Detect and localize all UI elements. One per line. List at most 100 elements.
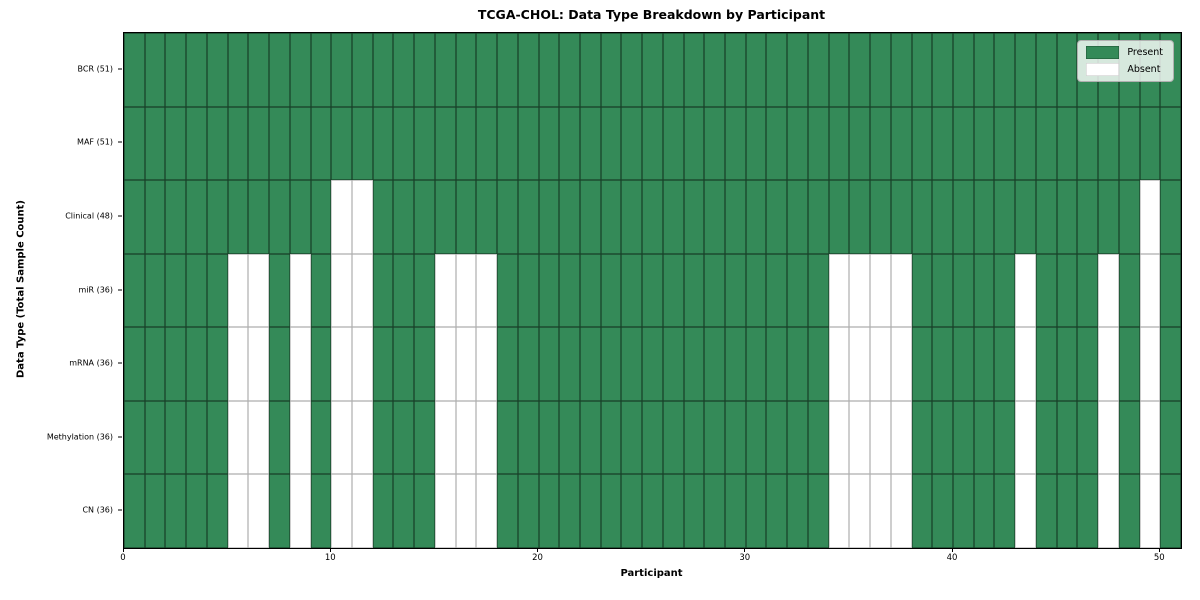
cell-mrna-p44	[1035, 327, 1057, 401]
cell-cn-p39	[932, 474, 954, 548]
cell-mrna-p15	[434, 327, 456, 401]
cell-clinical-p40	[953, 180, 974, 254]
cell-cn-p2	[165, 474, 187, 548]
cell-maf-p29	[725, 106, 746, 181]
cell-mrna-p45	[1056, 327, 1078, 401]
cell-cn-p38	[911, 474, 933, 548]
cell-methylation-p30	[745, 400, 767, 475]
cell-methylation-p44	[1035, 400, 1057, 475]
x-tick-mark-20	[537, 548, 538, 552]
cell-maf-p40	[953, 106, 974, 181]
cell-maf-p20	[538, 106, 560, 181]
cell-methylation-p50	[1160, 400, 1181, 475]
cell-clinical-p2	[165, 180, 187, 254]
cell-maf-p3	[186, 106, 207, 181]
cell-maf-p48	[1118, 106, 1140, 181]
cell-bcr-p44	[1035, 33, 1057, 107]
cell-methylation-p32	[787, 400, 808, 475]
cell-mir-p27	[683, 253, 705, 328]
cell-mir-p17	[476, 253, 498, 328]
cell-methylation-p37	[890, 400, 912, 475]
cell-clinical-p5	[227, 180, 249, 254]
cell-bcr-p22	[579, 33, 601, 107]
cell-mir-p9	[310, 253, 332, 328]
cell-mrna-p43	[1015, 327, 1036, 401]
cell-clinical-p45	[1056, 180, 1078, 254]
cell-methylation-p17	[476, 400, 498, 475]
x-tick-mark-30	[744, 548, 746, 552]
cell-clinical-p42	[994, 180, 1016, 254]
cell-mir-p48	[1118, 253, 1140, 328]
cell-cn-p42	[994, 474, 1016, 548]
cell-mir-p1	[144, 253, 166, 328]
cell-clinical-p28	[704, 180, 726, 254]
cell-maf-p4	[206, 106, 228, 181]
cell-methylation-p1	[144, 400, 166, 475]
cell-cn-p49	[1139, 474, 1161, 548]
cell-cn-p25	[642, 474, 663, 548]
cell-mrna-p10	[331, 327, 352, 401]
cell-maf-p33	[807, 106, 829, 181]
cell-methylation-p34	[828, 400, 850, 475]
cell-bcr-p34	[828, 33, 850, 107]
cell-methylation-p48	[1118, 400, 1140, 475]
cell-mir-p39	[932, 253, 954, 328]
cell-cn-p7	[269, 474, 290, 548]
y-tick-mark-methylation	[118, 436, 122, 438]
cell-bcr-p13	[393, 33, 415, 107]
cell-cn-p16	[455, 474, 477, 548]
cell-bcr-p0	[124, 33, 145, 107]
cell-methylation-p2	[165, 400, 187, 475]
cell-maf-p22	[579, 106, 601, 181]
cell-maf-p41	[973, 106, 995, 181]
cell-mrna-p19	[517, 327, 539, 401]
cell-clinical-p17	[476, 180, 498, 254]
cell-mrna-p49	[1139, 327, 1161, 401]
cell-mir-p25	[642, 253, 663, 328]
cell-methylation-p23	[600, 400, 622, 475]
cell-bcr-p30	[745, 33, 767, 107]
cell-cn-p10	[331, 474, 352, 548]
cell-clinical-p37	[890, 180, 912, 254]
cell-mrna-p11	[351, 327, 373, 401]
cell-clinical-p6	[248, 180, 270, 254]
cell-maf-p37	[890, 106, 912, 181]
cell-maf-p18	[497, 106, 518, 181]
cell-clinical-p30	[745, 180, 767, 254]
y-tick-label-cn: CN (36)	[82, 505, 113, 515]
cell-bcr-p7	[269, 33, 290, 107]
cell-bcr-p45	[1056, 33, 1078, 107]
cell-mir-p10	[331, 253, 352, 328]
y-tick-label-clinical: Clinical (48)	[65, 211, 113, 221]
cell-maf-p0	[124, 106, 145, 181]
cell-clinical-p33	[807, 180, 829, 254]
cell-maf-p11	[351, 106, 373, 181]
cell-clinical-p27	[683, 180, 705, 254]
cell-mir-p30	[745, 253, 767, 328]
cell-cn-p21	[559, 474, 580, 548]
cell-bcr-p6	[248, 33, 270, 107]
cell-bcr-p26	[662, 33, 684, 107]
cell-cn-p44	[1035, 474, 1057, 548]
cell-mrna-p5	[227, 327, 249, 401]
cell-mir-p31	[766, 253, 788, 328]
cell-methylation-p10	[331, 400, 352, 475]
cell-methylation-p45	[1056, 400, 1078, 475]
cell-methylation-p33	[807, 400, 829, 475]
cell-mrna-p20	[538, 327, 560, 401]
cell-mrna-p29	[725, 327, 746, 401]
cell-mrna-p37	[890, 327, 912, 401]
cell-cn-p23	[600, 474, 622, 548]
cell-cn-p11	[351, 474, 373, 548]
cell-bcr-p38	[911, 33, 933, 107]
cell-bcr-p3	[186, 33, 207, 107]
cell-mrna-p46	[1077, 327, 1099, 401]
cell-mir-p14	[414, 253, 435, 328]
cell-maf-p12	[372, 106, 394, 181]
cell-mrna-p50	[1160, 327, 1181, 401]
cell-clinical-p41	[973, 180, 995, 254]
cell-mir-p50	[1160, 253, 1181, 328]
heatmap-grid	[124, 33, 1181, 548]
cell-maf-p21	[559, 106, 580, 181]
cell-clinical-p26	[662, 180, 684, 254]
